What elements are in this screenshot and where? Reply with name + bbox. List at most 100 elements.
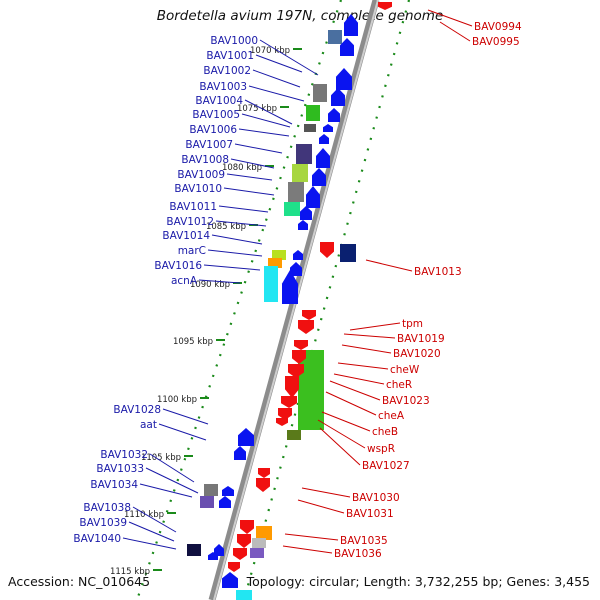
reverse-label-leader — [439, 21, 471, 42]
reverse-gene-label: wspR — [367, 443, 395, 455]
che-operon-block — [298, 350, 324, 430]
forward-gene-label: BAV1010 — [174, 183, 222, 195]
forward-label-leader — [198, 279, 241, 284]
forward-gene-label: BAV1002 — [203, 65, 251, 77]
ruler-tick-label: 1100 kbp — [157, 395, 197, 405]
gene-arrow — [312, 168, 326, 186]
gene-arrow — [276, 418, 288, 426]
forward-gene-label: BAV1011 — [169, 201, 217, 213]
forward-label-leader — [223, 187, 275, 196]
reverse-label-leader — [343, 333, 396, 339]
gene-arrow — [281, 396, 297, 408]
reverse-gene-label: BAV0995 — [472, 36, 520, 48]
inner-dotted-track — [135, 0, 343, 600]
reverse-gene-label: tpm — [402, 318, 423, 330]
topology-text: Topology: circular; Length: 3,732,255 bp… — [246, 574, 590, 589]
forward-gene-label: acnA — [171, 275, 198, 287]
gene-arrow — [219, 496, 231, 508]
forward-gene-label: BAV1012 — [166, 216, 214, 228]
forward-label-leader — [149, 453, 195, 483]
reverse-label-leader — [325, 391, 377, 416]
forward-label-leader — [215, 220, 267, 227]
ruler-tick-label: 1105 kbp — [141, 453, 181, 463]
gene-arrow — [336, 68, 352, 90]
forward-label-leader — [145, 467, 199, 494]
reverse-gene-label: cheR — [386, 379, 412, 391]
forward-gene-label: BAV1032 — [100, 449, 148, 461]
forward-label-leader — [259, 39, 319, 76]
gene-arrow — [256, 478, 270, 492]
gene-arrow — [288, 364, 304, 378]
forward-gene-label: BAV1001 — [206, 50, 254, 62]
gene-arrow — [331, 88, 345, 106]
forward-gene-label: aat — [140, 419, 157, 431]
reverse-gene-label: BAV1023 — [382, 395, 430, 407]
forward-gene-label: BAV1008 — [181, 154, 229, 166]
outer-dotted-track — [242, 0, 411, 600]
gene-arrow — [306, 186, 320, 208]
reverse-gene-label: BAV1036 — [334, 548, 382, 560]
reverse-label-leader — [349, 322, 401, 331]
gene-arrow — [282, 270, 298, 304]
reverse-label-leader — [319, 427, 361, 466]
forward-label-leader — [158, 423, 207, 441]
forward-strand-genes — [208, 14, 358, 588]
forward-label-leader — [132, 506, 177, 533]
gene-arrow — [293, 250, 303, 260]
gene-arrow — [340, 38, 354, 56]
ruler-tick-label: 1070 kbp — [250, 46, 290, 56]
forward-gene-label: BAV1004 — [195, 95, 243, 107]
gene-arrow — [278, 408, 292, 420]
forward-gene-label: BAV1040 — [73, 533, 121, 545]
reverse-gene-label: cheW — [390, 364, 420, 376]
forward-gene-labels: BAV1000 BAV1001 BAV1002 BAV1003 BAV1004 BAV10… — [73, 35, 319, 550]
reverse-label-leader — [301, 487, 351, 498]
gene-arrow — [300, 206, 312, 220]
forward-gene-label: BAV1028 — [113, 404, 161, 416]
ruler-tick-label: 1110 kbp — [124, 510, 164, 520]
reverse-label-leader — [333, 373, 385, 385]
forward-label-leader — [162, 408, 209, 425]
forward-label-leader — [203, 264, 261, 271]
gene-arrow — [240, 520, 254, 534]
gene-arrow — [228, 562, 240, 572]
gene-arrow — [294, 340, 308, 350]
forward-gene-label: BAV1034 — [90, 479, 138, 491]
gene-arrow — [298, 220, 308, 230]
reverse-label-leader — [329, 380, 381, 401]
forward-gene-label: BAV1016 — [154, 260, 202, 272]
reverse-gene-label: BAV1027 — [362, 460, 410, 472]
gene-arrow — [234, 446, 246, 460]
ruler-tick-label: 1080 kbp — [222, 163, 262, 173]
forward-gene-label: BAV1005 — [192, 109, 240, 121]
reverse-label-leader — [297, 499, 345, 514]
forward-label-leader — [244, 99, 293, 125]
reverse-gene-label: cheA — [378, 410, 405, 422]
forward-label-leader — [139, 483, 193, 498]
forward-label-leader — [234, 143, 283, 154]
gene-arrow — [316, 148, 330, 168]
ruler-tick-label: 1075 kbp — [237, 104, 277, 114]
forward-label-leader — [218, 205, 269, 213]
gene-arrow — [285, 376, 299, 398]
reverse-gene-label: BAV1020 — [393, 348, 441, 360]
gene-arrow — [344, 14, 358, 36]
forward-label-leader — [226, 173, 273, 181]
gene-arrow — [208, 552, 218, 560]
gene-arrow — [292, 350, 306, 364]
reverse-label-leader — [337, 362, 389, 370]
forward-label-leader — [128, 521, 175, 542]
forward-gene-label: BAV1033 — [96, 463, 144, 475]
gene-arrow — [323, 124, 333, 132]
gene-arrow — [302, 310, 316, 320]
forward-label-leader — [248, 85, 305, 102]
reverse-label-leader — [427, 9, 473, 27]
gene-arrow — [222, 486, 234, 496]
forward-label-leader — [238, 128, 290, 137]
forward-gene-label: BAV1000 — [210, 35, 258, 47]
gene-arrow — [238, 428, 254, 446]
gene-arrow — [237, 534, 251, 548]
reverse-strand-genes — [228, 2, 392, 572]
reverse-label-leader — [284, 533, 339, 541]
